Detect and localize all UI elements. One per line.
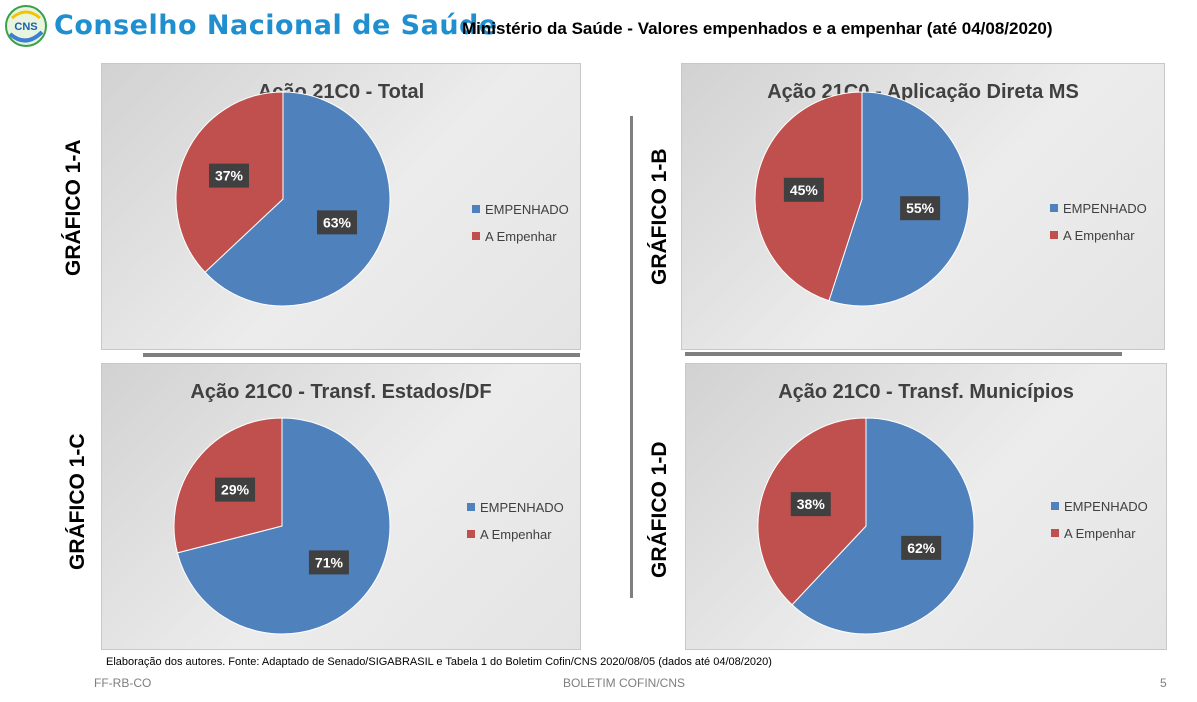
legend-label-empenhado: EMPENHADO: [485, 202, 569, 217]
svg-text:29%: 29%: [221, 482, 250, 498]
footer-center: BOLETIM COFIN/CNS: [563, 676, 686, 690]
org-title: Conselho Nacional de Saúde: [54, 10, 498, 41]
chart-title: Ação 21C0 - Transf. Municípios: [778, 381, 1074, 403]
pie-slice-empenhado: [204, 91, 391, 307]
logo-text: CNS: [14, 21, 37, 33]
pie-slice-empenhado: [176, 417, 391, 635]
chart-title: Ação 21C0 - Transf. Estados/DF: [190, 381, 491, 403]
svg-text:71%: 71%: [315, 554, 344, 570]
legend-label-a-empenhar: A Empenhar: [485, 229, 557, 244]
data-label-empenhado: 63%: [317, 210, 358, 235]
svg-text:62%: 62%: [907, 540, 936, 556]
chart-panel-1d: Ação 21C0 - Transf. Municípios 62% 38% EMPE…: [685, 363, 1167, 650]
legend-label-empenhado: EMPENHADO: [480, 500, 564, 515]
data-label-a-empenhar: 37%: [208, 163, 249, 188]
pie-chart-svg: Ação 21C0 - Transf. Estados/DF 71% 29% EMPE…: [173, 381, 564, 635]
page-number: 5: [1160, 676, 1167, 690]
side-label-1a: GRÁFICO 1-A: [62, 139, 85, 277]
pie-chart-svg: Ação 21C0 - Transf. Municípios 62% 38% EMPE…: [757, 381, 1148, 635]
cns-logo: CNS: [4, 4, 48, 48]
side-label-1c: GRÁFICO 1-C: [66, 433, 89, 571]
horizontal-divider-left: [143, 353, 580, 357]
legend-label-a-empenhar: A Empenhar: [480, 527, 552, 542]
svg-text:38%: 38%: [797, 496, 826, 512]
legend-swatch-empenhado: [467, 503, 475, 511]
pie-slice-empenhado: [791, 417, 975, 635]
chart-title: Ação 21C0 - Aplicação Direta MS: [767, 81, 1079, 103]
legend-swatch-empenhado: [1051, 502, 1059, 510]
pie-chart-svg: Ação 21C0 - Aplicação Direta MS 55% 45% EMP…: [754, 81, 1147, 307]
data-label-a-empenhar: 45%: [783, 177, 824, 202]
legend-swatch-a-empenhar: [1051, 529, 1059, 537]
data-label-empenhado: 71%: [308, 550, 349, 575]
svg-text:37%: 37%: [215, 168, 244, 184]
legend-label-empenhado: EMPENHADO: [1063, 201, 1147, 216]
svg-text:55%: 55%: [906, 200, 935, 216]
data-label-empenhado: 62%: [901, 535, 942, 560]
chart-panel-1c: Ação 21C0 - Transf. Estados/DF 71% 29% EMPE…: [101, 363, 581, 650]
legend-label-a-empenhar: A Empenhar: [1063, 228, 1135, 243]
horizontal-divider-right: [685, 352, 1122, 356]
chart-panel-1a: Ação 21C0 - Total 63% 37% EMPENHADO A Empenh…: [101, 63, 581, 350]
chart-panel-1b: Ação 21C0 - Aplicação Direta MS 55% 45% EMP…: [681, 63, 1165, 350]
svg-text:63%: 63%: [323, 214, 352, 230]
legend-label-a-empenhar: A Empenhar: [1064, 526, 1136, 541]
legend-swatch-a-empenhar: [467, 530, 475, 538]
page-subtitle: Ministério da Saúde - Valores empenhados…: [462, 19, 1053, 38]
pie-slice-empenhado: [828, 91, 970, 307]
legend-swatch-a-empenhar: [1050, 231, 1058, 239]
data-label-a-empenhar: 29%: [215, 477, 256, 502]
footer-left: FF-RB-CO: [94, 676, 152, 690]
vertical-divider: [630, 116, 633, 598]
legend-swatch-a-empenhar: [472, 232, 480, 240]
side-label-1d: GRÁFICO 1-D: [648, 441, 671, 579]
legend-label-empenhado: EMPENHADO: [1064, 499, 1148, 514]
data-label-empenhado: 55%: [900, 196, 941, 221]
legend-swatch-empenhado: [1050, 204, 1058, 212]
source-note: Elaboração dos autores. Fonte: Adaptado …: [106, 656, 772, 668]
side-label-1b: GRÁFICO 1-B: [648, 148, 671, 286]
data-label-a-empenhar: 38%: [790, 492, 831, 517]
svg-text:45%: 45%: [790, 182, 819, 198]
legend-swatch-empenhado: [472, 205, 480, 213]
